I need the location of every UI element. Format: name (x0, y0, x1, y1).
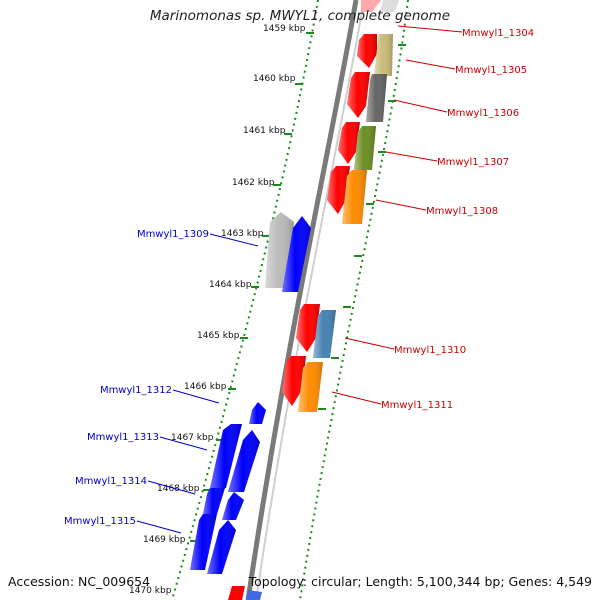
gene-label-1314[interactable]: Mmwyl1_1314 (75, 476, 147, 487)
reverse-strand-genes (228, 0, 399, 600)
gene-arrow-partial[interactable] (361, 0, 381, 12)
gene-labels: Mmwyl1_1304 Mmwyl1_1305 Mmwyl1_1306 Mmwy… (64, 28, 534, 527)
gene-label-1308[interactable]: Mmwyl1_1308 (426, 206, 498, 217)
kbp-label: 1464 kbp (209, 280, 252, 290)
topology-text: Topology: circular; Length: 5,100,344 bp… (248, 574, 592, 589)
kbp-label: 1461 kbp (243, 126, 286, 136)
gene-label-1305[interactable]: Mmwyl1_1305 (455, 65, 527, 76)
gene-label-1312[interactable]: Mmwyl1_1312 (100, 385, 172, 396)
gene-arrow-partial[interactable] (228, 586, 245, 600)
gene-label-1313[interactable]: Mmwyl1_1313 (87, 432, 159, 443)
gene-label-1311[interactable]: Mmwyl1_1311 (381, 400, 453, 411)
kbp-label: 1466 kbp (184, 382, 227, 392)
gene-label-1307[interactable]: Mmwyl1_1307 (437, 157, 509, 168)
kbp-label: 1460 kbp (253, 74, 296, 84)
kbp-label: 1465 kbp (197, 331, 240, 341)
backbone (245, 0, 365, 600)
tick-marks (190, 32, 406, 542)
gene-label-1306[interactable]: Mmwyl1_1306 (447, 108, 519, 119)
kbp-labels: 1459 kbp 1460 kbp 1461 kbp 1462 kbp 1463… (129, 24, 306, 596)
gene-label-1304[interactable]: Mmwyl1_1304 (462, 28, 534, 39)
gene-label-1310[interactable]: Mmwyl1_1310 (394, 345, 466, 356)
kbp-label: 1469 kbp (143, 535, 186, 545)
map-title: Marinomonas sp. MWYL1, complete genome (149, 8, 451, 24)
forward-strand-genes (190, 212, 311, 574)
gene-arrow-partial[interactable] (380, 0, 399, 12)
kbp-label: 1467 kbp (171, 433, 214, 443)
gene-label-1309[interactable]: Mmwyl1_1309 (137, 229, 209, 240)
label-leaders (136, 25, 463, 534)
accession-text: Accession: NC_009654 (8, 574, 151, 589)
gene-arrow-partial[interactable] (246, 590, 262, 600)
kbp-label: 1462 kbp (232, 178, 275, 188)
kbp-label: 1470 kbp (129, 586, 172, 596)
kbp-label: 1459 kbp (263, 24, 306, 34)
gene-label-1315[interactable]: Mmwyl1_1315 (64, 516, 136, 527)
kbp-label: 1463 kbp (221, 229, 264, 239)
